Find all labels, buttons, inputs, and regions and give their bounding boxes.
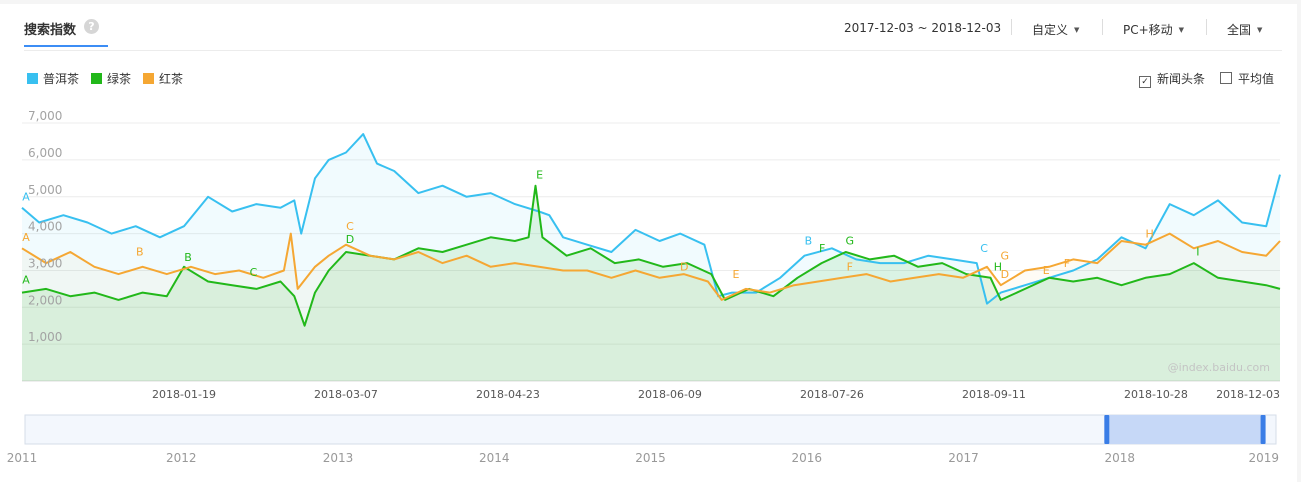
y-tick-label: 5,000 (28, 183, 62, 197)
timeline-year-label: 2011 (7, 451, 38, 465)
series-line (21, 232, 1281, 301)
timeline-year-label: 2019 (1248, 451, 1279, 465)
annotation-marker: E (536, 168, 543, 181)
average-label: 平均值 (1238, 72, 1275, 86)
timeline-year-label: 2012 (166, 451, 197, 465)
annotation-marker: C (250, 266, 258, 279)
search-index-panel: 搜索指数 ? 2017-12-03 ~ 2018-12-03 自定义 ▼ PC+移… (0, 4, 1297, 482)
device-dropdown[interactable]: PC+移动 ▼ (1123, 21, 1184, 38)
series-area (22, 134, 1280, 381)
timeline-year-label: 2014 (479, 451, 510, 465)
header-separator (1102, 19, 1103, 35)
annotation-marker: B (805, 235, 813, 248)
news-headlines-label: 新闻头条 (1157, 72, 1206, 86)
annotation-marker: F (847, 260, 853, 273)
caret-down-icon: ▼ (1257, 26, 1263, 34)
annotation-marker: D (346, 233, 354, 246)
period-label: 自定义 (1032, 23, 1069, 37)
caret-down-icon: ▼ (1178, 26, 1185, 34)
page-title: 搜索指数 (24, 23, 77, 38)
timeline-year-label: 2013 (323, 451, 354, 465)
timeline-selection (1107, 415, 1264, 444)
date-range-label: 2017-12-03 ~ 2018-12-03 (844, 21, 1002, 35)
x-tick-label: 2018-12-03 (1216, 388, 1280, 401)
annotation-marker: E (1043, 264, 1050, 277)
legend-label: 普洱茶 (43, 72, 80, 86)
y-tick-label: 6,000 (28, 146, 62, 160)
legend-swatch (91, 73, 102, 84)
annotation-marker: F (819, 242, 825, 255)
legend-item-green-tea[interactable]: 绿茶 (91, 70, 131, 87)
y-tick-label: 2,000 (28, 293, 62, 307)
period-dropdown[interactable]: 自定义 ▼ (1032, 21, 1079, 38)
series-lines (21, 133, 1281, 327)
annotation-marker: A (22, 190, 30, 203)
legend-label: 红茶 (159, 72, 184, 86)
annotation-marker: A (22, 231, 30, 244)
y-tick-label: 1,000 (28, 330, 62, 344)
header-divider (24, 50, 1282, 51)
annotation-marker: F (1064, 257, 1070, 270)
annotation-marker: B (136, 246, 144, 259)
y-tick-label: 7,000 (28, 109, 62, 123)
timeline-year-label: 2016 (791, 451, 822, 465)
average-checkbox[interactable]: 平均值 (1220, 70, 1274, 87)
watermark: @index.baidu.com (1168, 361, 1270, 374)
timeline-track (24, 414, 1277, 445)
series-areas (22, 134, 1280, 381)
x-tick-label: 2018-07-26 (800, 388, 864, 401)
header-separator (1011, 19, 1012, 35)
region-dropdown[interactable]: 全国 ▼ (1227, 21, 1262, 38)
annotation-marker: B (184, 251, 192, 264)
x-tick-label: 2018-03-07 (314, 388, 378, 401)
x-tick-label: 2018-01-19 (152, 388, 216, 401)
annotation-marker: H (1145, 227, 1153, 240)
annotation-marker: H (994, 260, 1002, 273)
annotation-marker: G (845, 235, 854, 248)
legend-item-puer[interactable]: 普洱茶 (27, 70, 79, 87)
timeline-year-label: 2015 (635, 451, 666, 465)
x-tick-label: 2018-06-09 (638, 388, 702, 401)
annotation-marker: D (680, 260, 688, 273)
y-tick-label: 4,000 (28, 220, 62, 234)
x-tick-label: 2018-09-11 (962, 388, 1026, 401)
header-separator (1206, 19, 1207, 35)
search-index-chart: 1,000 2,000 3,000 4,000 5,000 6,000 7,000 2018… (7, 109, 1281, 465)
series-line (21, 184, 1281, 327)
legend-label: 绿茶 (107, 72, 132, 86)
grid-lines (22, 122, 1280, 382)
timeline-handle-start[interactable] (1104, 415, 1110, 444)
x-tick-label: 2018-04-23 (476, 388, 540, 401)
news-headlines-checkbox[interactable]: ✓ 新闻头条 (1139, 70, 1205, 88)
caret-down-icon: ▼ (1074, 26, 1080, 34)
checkbox-empty-icon (1220, 72, 1232, 84)
timeline-navigator: 2011 2012 2013 2014 2015 2016 2017 2018 2019 (7, 414, 1279, 465)
legend-swatch (27, 73, 38, 84)
annotation-marker: E (733, 268, 740, 281)
x-axis-labels: 2018-01-19 2018-03-07 2018-04-23 2018-06-09… (152, 388, 1280, 401)
y-tick-label: 3,000 (28, 256, 62, 270)
checkmark-icon: ✓ (1139, 76, 1151, 88)
timeline-handle-end[interactable] (1260, 415, 1266, 444)
annotation-marker: C (980, 242, 988, 255)
series-area (22, 185, 1280, 381)
region-label: 全国 (1227, 23, 1252, 37)
series-line (21, 133, 1281, 305)
x-tick-label: 2018-10-28 (1124, 388, 1188, 401)
annotation-marker: D (1001, 268, 1009, 281)
help-icon[interactable]: ? (84, 19, 99, 34)
annotation-marker: I (1196, 246, 1199, 259)
active-tab-underline (24, 45, 108, 47)
annotation-marker: G (1001, 249, 1010, 262)
y-axis-labels: 1,000 2,000 3,000 4,000 5,000 6,000 7,000 (28, 109, 62, 344)
annotation-marker: A (22, 273, 30, 286)
device-label: PC+移动 (1123, 23, 1173, 37)
timeline-year-label: 2017 (948, 451, 979, 465)
annotation-marker: C (346, 220, 354, 233)
legend-swatch (143, 73, 154, 84)
legend-item-black-tea[interactable]: 红茶 (143, 70, 183, 87)
series-area (22, 233, 1280, 381)
timeline-year-label: 2018 (1104, 451, 1135, 465)
